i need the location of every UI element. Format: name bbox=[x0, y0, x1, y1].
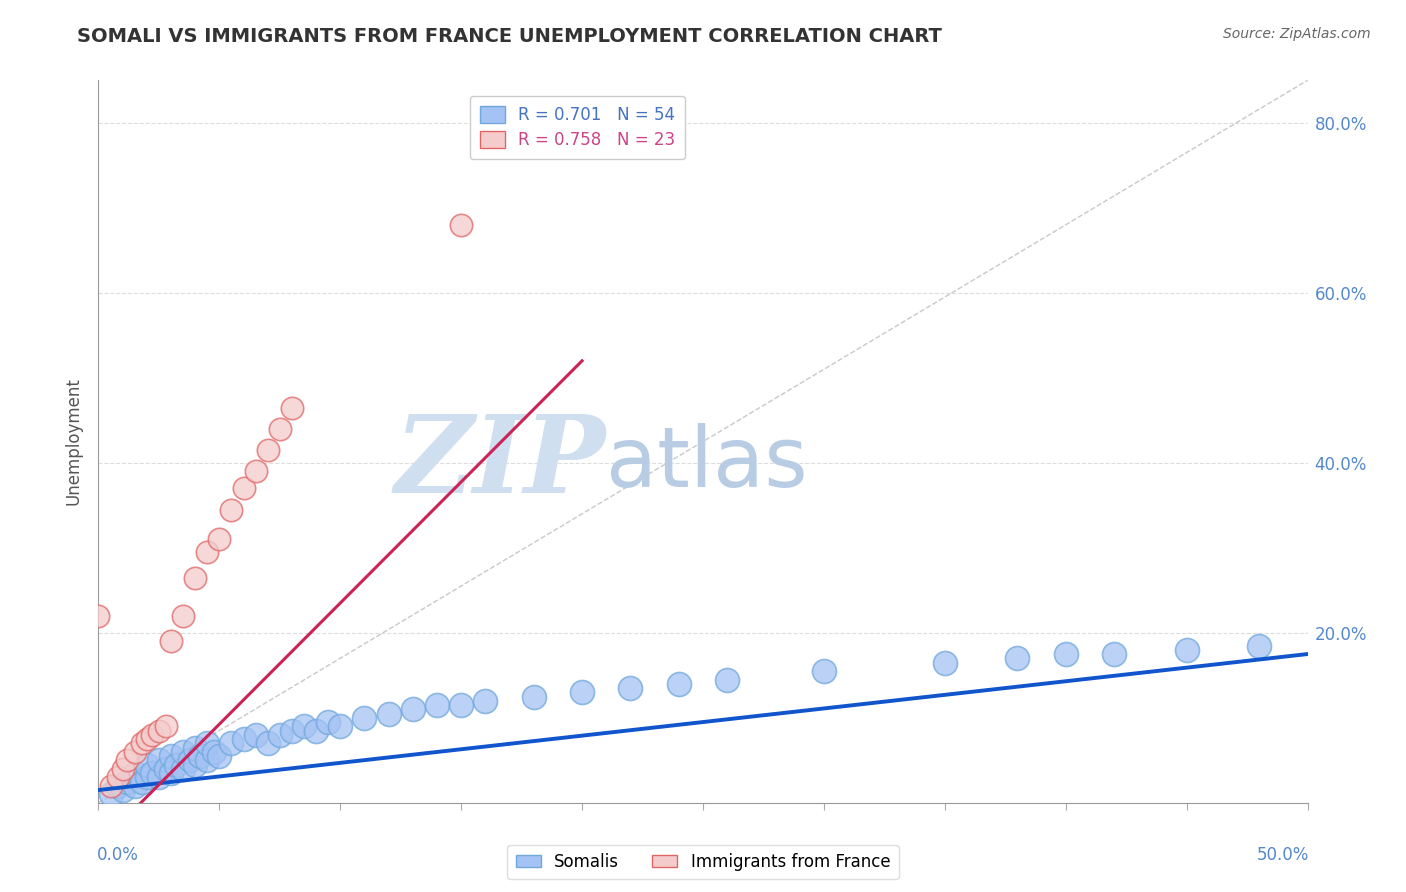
Y-axis label: Unemployment: Unemployment bbox=[65, 377, 83, 506]
Point bbox=[131, 774, 153, 789]
Point bbox=[221, 502, 243, 516]
Point bbox=[269, 422, 291, 436]
Point bbox=[377, 706, 399, 721]
Point bbox=[402, 702, 425, 716]
Text: atlas: atlas bbox=[606, 423, 808, 504]
Point bbox=[245, 464, 267, 478]
Point bbox=[172, 762, 194, 776]
Point bbox=[148, 753, 170, 767]
Point bbox=[179, 753, 201, 767]
Text: SOMALI VS IMMIGRANTS FROM FRANCE UNEMPLOYMENT CORRELATION CHART: SOMALI VS IMMIGRANTS FROM FRANCE UNEMPLO… bbox=[77, 27, 942, 45]
Point bbox=[87, 608, 110, 623]
Point bbox=[155, 719, 177, 733]
Point bbox=[100, 779, 122, 793]
Point bbox=[195, 545, 218, 559]
Point bbox=[426, 698, 449, 712]
Point bbox=[619, 681, 641, 695]
Point bbox=[111, 762, 134, 776]
Point bbox=[934, 656, 956, 670]
Point bbox=[172, 745, 194, 759]
Point bbox=[160, 766, 183, 780]
Point bbox=[141, 766, 163, 780]
Point bbox=[353, 711, 375, 725]
Point bbox=[1054, 647, 1077, 661]
Point bbox=[195, 753, 218, 767]
Point bbox=[813, 664, 835, 678]
Point bbox=[208, 749, 231, 764]
Point bbox=[1007, 651, 1029, 665]
Text: Source: ZipAtlas.com: Source: ZipAtlas.com bbox=[1223, 27, 1371, 41]
Point bbox=[184, 570, 207, 584]
Point bbox=[305, 723, 328, 738]
Point bbox=[281, 401, 304, 415]
Text: 50.0%: 50.0% bbox=[1257, 847, 1309, 864]
Point bbox=[716, 673, 738, 687]
Point bbox=[208, 533, 231, 547]
Point bbox=[1102, 647, 1125, 661]
Point bbox=[124, 766, 146, 780]
Point bbox=[232, 732, 254, 747]
Point bbox=[107, 770, 129, 784]
Point bbox=[135, 770, 157, 784]
Point bbox=[450, 698, 472, 712]
Point bbox=[245, 728, 267, 742]
Point bbox=[450, 218, 472, 232]
Text: ZIP: ZIP bbox=[395, 410, 606, 516]
Point bbox=[232, 481, 254, 495]
Point bbox=[1175, 642, 1198, 657]
Point bbox=[160, 634, 183, 648]
Point bbox=[160, 749, 183, 764]
Point bbox=[571, 685, 593, 699]
Point bbox=[256, 443, 278, 458]
Legend: R = 0.701   N = 54, R = 0.758   N = 23: R = 0.701 N = 54, R = 0.758 N = 23 bbox=[470, 95, 685, 159]
Point bbox=[117, 774, 139, 789]
Point bbox=[111, 783, 134, 797]
Point bbox=[523, 690, 546, 704]
Point bbox=[165, 757, 187, 772]
Point bbox=[100, 787, 122, 801]
Point bbox=[107, 779, 129, 793]
Point bbox=[668, 677, 690, 691]
Point bbox=[135, 732, 157, 747]
Point bbox=[117, 753, 139, 767]
Point bbox=[148, 723, 170, 738]
Point bbox=[292, 719, 315, 733]
Point bbox=[329, 719, 352, 733]
Point bbox=[195, 736, 218, 750]
Point bbox=[188, 749, 211, 764]
Point bbox=[269, 728, 291, 742]
Point bbox=[221, 736, 243, 750]
Point bbox=[281, 723, 304, 738]
Point bbox=[316, 714, 339, 729]
Point bbox=[135, 757, 157, 772]
Point bbox=[124, 745, 146, 759]
Point bbox=[1249, 639, 1271, 653]
Point bbox=[184, 740, 207, 755]
Point bbox=[184, 757, 207, 772]
Legend: Somalis, Immigrants from France: Somalis, Immigrants from France bbox=[508, 845, 898, 880]
Point bbox=[474, 694, 496, 708]
Point bbox=[172, 608, 194, 623]
Point bbox=[256, 736, 278, 750]
Text: 0.0%: 0.0% bbox=[97, 847, 139, 864]
Point bbox=[204, 745, 226, 759]
Point bbox=[155, 762, 177, 776]
Point bbox=[124, 779, 146, 793]
Point bbox=[131, 736, 153, 750]
Point bbox=[141, 728, 163, 742]
Point bbox=[148, 770, 170, 784]
